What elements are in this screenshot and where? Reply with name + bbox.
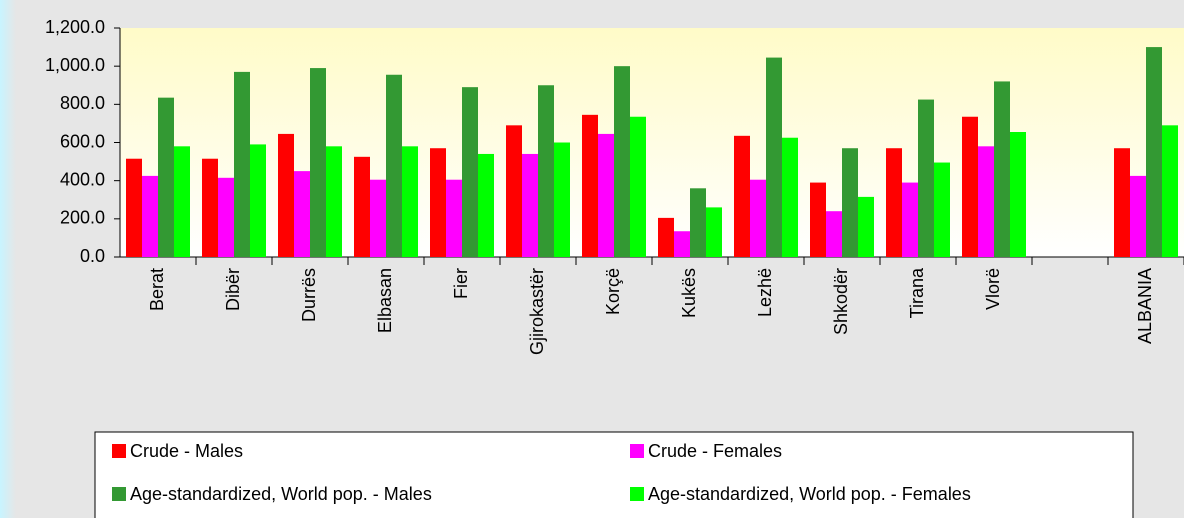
bar (506, 125, 522, 257)
bar (674, 231, 690, 257)
bar (218, 177, 234, 257)
x-tick-label: ALBANIA (1135, 268, 1155, 344)
bar (630, 116, 646, 257)
legend-box (94, 431, 1134, 518)
bar (142, 175, 158, 257)
bar (842, 148, 858, 257)
bar (326, 146, 342, 257)
bar (430, 148, 446, 257)
bar (278, 133, 294, 257)
bar (370, 179, 386, 257)
y-tick-label: 0.0 (80, 246, 105, 266)
bar (886, 148, 902, 257)
bar (1010, 132, 1026, 257)
x-tick-label: Elbasan (375, 268, 395, 333)
y-tick-label: 1,000.0 (45, 55, 105, 75)
y-tick-label: 200.0 (60, 208, 105, 228)
x-tick-label: Gjirokastër (527, 268, 547, 355)
bar (782, 137, 798, 257)
bar (810, 182, 826, 257)
bar (478, 153, 494, 257)
x-tick-label: Dibër (223, 268, 243, 311)
bar (934, 162, 950, 257)
bar (1162, 125, 1178, 257)
x-tick-label: Fier (451, 268, 471, 299)
bar (658, 217, 674, 257)
bar (174, 146, 190, 257)
bar (918, 99, 934, 257)
bar (1146, 47, 1162, 258)
bar (446, 179, 462, 257)
legend-swatch (630, 444, 644, 458)
bar (962, 116, 978, 257)
legend-swatch (112, 487, 126, 501)
legend-swatch (112, 444, 126, 458)
y-tick-label: 400.0 (60, 169, 105, 189)
bar (766, 57, 782, 258)
x-tick-label: Vlorë (983, 268, 1003, 310)
bar (462, 87, 478, 258)
bar (158, 97, 174, 257)
bar (386, 74, 402, 257)
x-tick-label: Lezhë (755, 268, 775, 317)
x-tick-label: Durrës (299, 268, 319, 322)
bar (522, 153, 538, 257)
legend-label: Crude - Females (648, 441, 782, 461)
bar (234, 71, 250, 258)
legend-label: Crude - Males (130, 441, 243, 461)
x-tick-label: Korçë (603, 268, 623, 315)
bar (614, 66, 630, 258)
bar (750, 179, 766, 257)
bar (902, 182, 918, 257)
bar (402, 146, 418, 257)
bar (538, 85, 554, 257)
y-tick-label: 600.0 (60, 131, 105, 151)
legend-label: Age-standardized, World pop. - Females (648, 484, 971, 504)
bar (598, 133, 614, 257)
bar (310, 68, 326, 257)
bar (1130, 175, 1146, 257)
bar (202, 158, 218, 257)
x-tick-label: Kukës (679, 268, 699, 318)
bar (690, 188, 706, 257)
bar (354, 156, 370, 257)
bar (858, 196, 874, 257)
bar (706, 207, 722, 257)
bar (126, 158, 142, 257)
side-strip (0, 0, 16, 518)
bar (554, 142, 570, 257)
legend-label: Age-standardized, World pop. - Males (130, 484, 432, 504)
bar (734, 135, 750, 257)
bar (250, 144, 266, 257)
bar (826, 211, 842, 257)
y-tick-label: 800.0 (60, 93, 105, 113)
bar (294, 171, 310, 257)
bar (582, 114, 598, 258)
x-tick-label: Shkodër (831, 268, 851, 335)
bar (994, 81, 1010, 257)
x-tick-label: Tirana (907, 267, 927, 318)
legend-swatch (630, 487, 644, 501)
y-tick-label: 1,200.0 (45, 17, 105, 37)
x-tick-label: Berat (147, 268, 167, 311)
bar (1114, 148, 1130, 257)
bar (978, 146, 994, 257)
